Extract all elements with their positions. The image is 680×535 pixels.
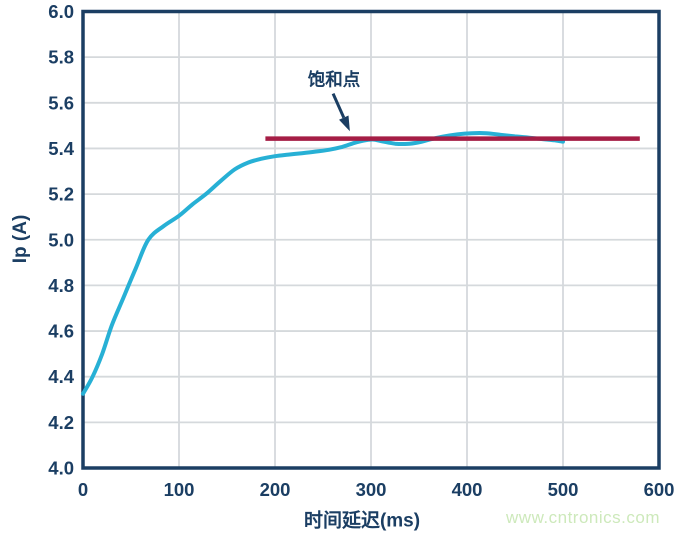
y-tick-label: 4.2 <box>48 412 74 433</box>
series-inductor-current <box>81 131 565 396</box>
x-tick-label: 0 <box>78 479 88 500</box>
x-tick-label: 300 <box>356 479 387 500</box>
y-tick-label: 5.0 <box>48 229 74 250</box>
y-axis-title: Ip (A) <box>10 214 31 264</box>
x-tick-label: 600 <box>644 479 675 500</box>
y-tick-label: 4.4 <box>48 366 74 387</box>
x-tick-label: 400 <box>452 479 483 500</box>
y-tick-label: 5.4 <box>48 138 74 159</box>
y-tick-label: 5.6 <box>48 92 74 113</box>
y-tick-label: 5.8 <box>48 47 74 68</box>
x-axis-title: 时间延迟(ms) <box>303 510 421 532</box>
y-tick-label: 4.0 <box>48 458 74 479</box>
saturation-annotation-text: 饱和点 <box>307 69 361 90</box>
y-tick-label: 4.6 <box>48 321 74 342</box>
annotation-arrow-head <box>339 115 350 132</box>
watermark-text: www.cntronics.com <box>506 508 660 527</box>
plot-border <box>81 9 661 470</box>
y-tick-label: 5.2 <box>48 184 74 205</box>
x-tick-label: 100 <box>164 479 195 500</box>
x-tick-label: 200 <box>260 479 291 500</box>
x-tick-label: 500 <box>548 479 579 500</box>
annotation-arrow-shaft <box>331 93 346 119</box>
y-tick-label: 6.0 <box>48 1 74 22</box>
y-tick-label: 4.8 <box>48 275 74 296</box>
